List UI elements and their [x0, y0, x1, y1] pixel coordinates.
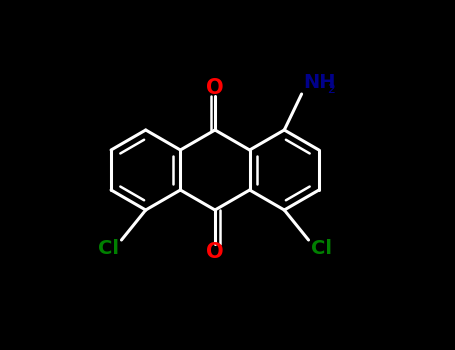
Text: NH: NH: [303, 73, 336, 92]
Text: O: O: [206, 78, 224, 98]
Text: 2: 2: [328, 83, 335, 96]
Text: Cl: Cl: [98, 239, 120, 258]
Text: Cl: Cl: [310, 239, 332, 258]
Text: O: O: [206, 242, 224, 262]
